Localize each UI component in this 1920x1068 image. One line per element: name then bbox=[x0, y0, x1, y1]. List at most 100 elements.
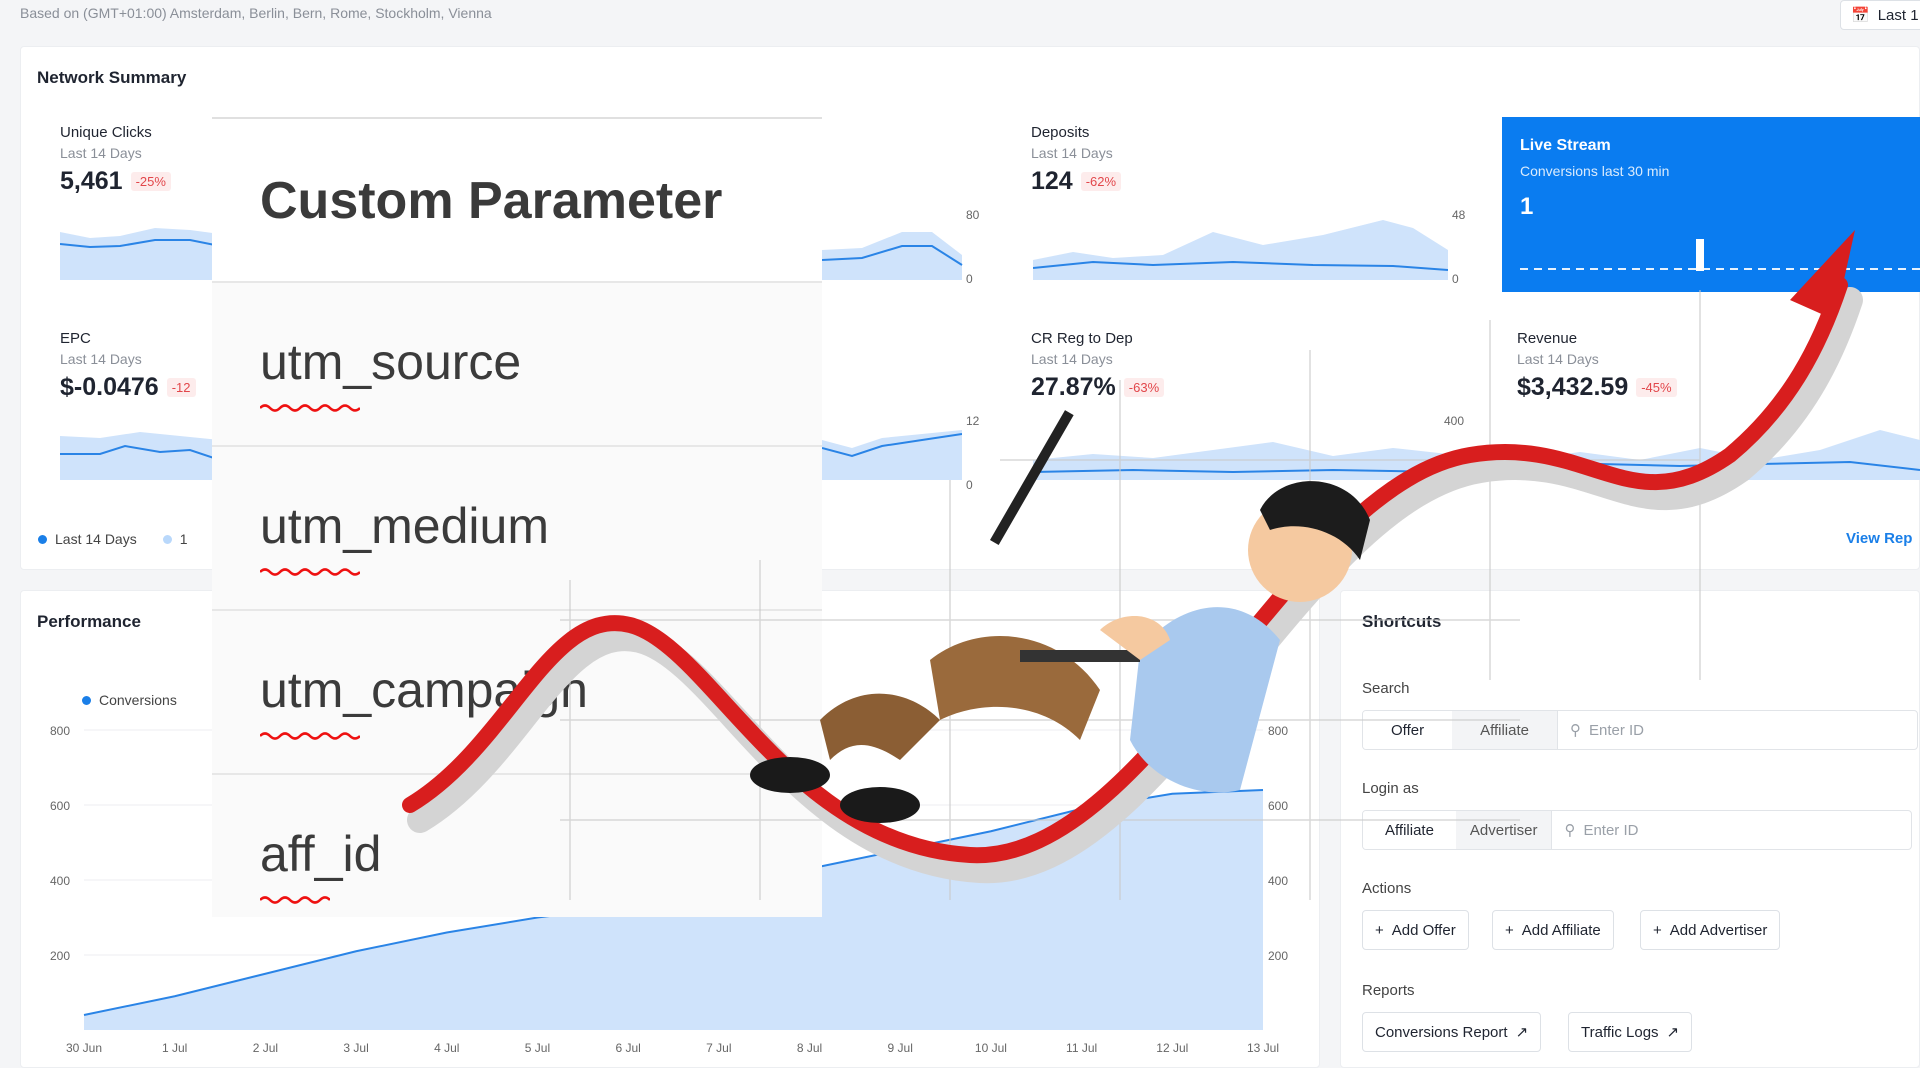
live-stream-value: 1 bbox=[1520, 193, 1534, 220]
metric-epc: EPC Last 14 Days $-0.0476 -12 bbox=[60, 330, 196, 402]
change-badge: -12 bbox=[166, 378, 196, 397]
date-range-button[interactable]: 📅 Last 1 bbox=[1840, 0, 1920, 30]
external-link-icon: ↗ bbox=[1515, 1024, 1529, 1041]
search-icon: ⚲ bbox=[1564, 822, 1576, 839]
custom-parameter-panel: Custom Parameter utm_source utm_medium u… bbox=[212, 117, 822, 917]
spark-axis-max: 80 bbox=[966, 208, 980, 222]
performance-legend: Conversions bbox=[82, 692, 177, 708]
x-tick-label: 12 Jul bbox=[1156, 1041, 1188, 1055]
param-panel-title: Custom Parameter bbox=[260, 172, 723, 230]
x-tick-label: 13 Jul bbox=[1247, 1041, 1279, 1055]
search-offer-tab[interactable]: Offer bbox=[1363, 711, 1453, 749]
search-id-input[interactable]: ⚲ Enter ID bbox=[1557, 711, 1917, 749]
plus-icon: + bbox=[1505, 921, 1514, 939]
sparkline-epc bbox=[60, 432, 220, 480]
metric-sub: Last 14 Days bbox=[60, 351, 142, 367]
x-tick-label: 30 Jun bbox=[66, 1041, 102, 1055]
spark-axis-max: 48 bbox=[1452, 208, 1466, 222]
legend-previous: 1 bbox=[179, 531, 188, 547]
y-tick: 200 bbox=[50, 949, 71, 963]
legend-conversions: Conversions bbox=[99, 692, 177, 708]
metric-value: $-0.0476 bbox=[60, 373, 159, 401]
metric-sub: Last 14 Days bbox=[60, 145, 142, 161]
network-summary-title: Network Summary bbox=[37, 68, 187, 87]
login-group: Affiliate Advertiser ⚲ Enter ID bbox=[1362, 810, 1913, 850]
metric-label: EPC bbox=[60, 330, 91, 347]
x-tick-label: 11 Jul bbox=[1066, 1041, 1097, 1055]
login-affiliate-tab[interactable]: Affiliate bbox=[1363, 811, 1456, 849]
search-label: Search bbox=[1362, 680, 1410, 697]
param-utm-campaign: utm_campaign bbox=[260, 662, 588, 718]
metric-unique-clicks: Unique Clicks Last 14 Days 5,461 -25% bbox=[60, 124, 171, 196]
sparkline-clicks bbox=[60, 228, 220, 280]
x-tick-label: 10 Jul bbox=[975, 1041, 1007, 1055]
spellcheck-squiggle bbox=[260, 732, 360, 740]
conversions-report-button[interactable]: Conversions Report ↗ bbox=[1362, 1012, 1542, 1052]
plus-icon: + bbox=[1653, 921, 1662, 939]
metric-sub: Last 14 Days bbox=[1031, 145, 1113, 161]
legend-dot bbox=[82, 695, 91, 705]
y-tick-right: 200 bbox=[1268, 949, 1289, 963]
y-tick: 600 bbox=[50, 799, 71, 813]
legend-dot bbox=[38, 534, 47, 544]
search-icon: ⚲ bbox=[1570, 722, 1581, 739]
param-row: aff_id bbox=[212, 773, 822, 917]
x-tick-label: 6 Jul bbox=[615, 1041, 640, 1055]
traffic-logs-button[interactable]: Traffic Logs ↗ bbox=[1568, 1012, 1693, 1052]
x-tick-label: 2 Jul bbox=[253, 1041, 278, 1055]
actions-label: Actions bbox=[1362, 880, 1412, 897]
summary-legend: Last 14 Days 1 bbox=[38, 531, 188, 547]
login-id-input[interactable]: ⚲ Enter ID bbox=[1551, 811, 1911, 849]
add-advertiser-button[interactable]: + Add Advertiser bbox=[1640, 910, 1781, 950]
x-tick-label: 7 Jul bbox=[706, 1041, 731, 1055]
param-utm-source: utm_source bbox=[260, 334, 522, 390]
metric-value: 124 bbox=[1031, 167, 1073, 195]
change-badge: -25% bbox=[130, 172, 171, 191]
button-label: Add Affiliate bbox=[1521, 921, 1601, 939]
param-aff-id: aff_id bbox=[260, 826, 382, 882]
button-label: Add Offer bbox=[1391, 921, 1456, 939]
metric-label: Unique Clicks bbox=[60, 124, 152, 141]
login-label: Login as bbox=[1362, 780, 1419, 797]
spellcheck-squiggle bbox=[260, 568, 360, 576]
live-stream-sub: Conversions last 30 min bbox=[1520, 163, 1670, 179]
search-affiliate-tab[interactable]: Affiliate bbox=[1452, 711, 1557, 749]
date-range-label: Last 1 bbox=[1877, 6, 1919, 24]
login-advertiser-tab[interactable]: Advertiser bbox=[1455, 811, 1552, 849]
metric-value: 5,461 bbox=[60, 167, 123, 195]
search-group: Offer Affiliate ⚲ Enter ID bbox=[1362, 710, 1918, 750]
param-header-row: Custom Parameter bbox=[212, 117, 822, 281]
sparkline-clicks-right bbox=[822, 232, 963, 280]
x-tick-label: 4 Jul bbox=[434, 1041, 459, 1055]
change-badge: -62% bbox=[1080, 172, 1122, 191]
x-tick-label: 3 Jul bbox=[343, 1041, 368, 1055]
x-tick-label: 5 Jul bbox=[525, 1041, 550, 1055]
button-label: Add Advertiser bbox=[1669, 921, 1768, 939]
param-row: utm_campaign bbox=[212, 609, 822, 773]
search-placeholder: Enter ID bbox=[1589, 721, 1645, 739]
performance-title: Performance bbox=[37, 612, 141, 631]
y-tick: 800 bbox=[50, 724, 71, 738]
login-placeholder: Enter ID bbox=[1583, 821, 1639, 839]
sparkline-deposits bbox=[1033, 220, 1448, 280]
live-stream-title: Live Stream bbox=[1520, 137, 1611, 154]
x-tick-label: 8 Jul bbox=[797, 1041, 822, 1055]
x-tick-label: 1 Jul bbox=[162, 1041, 187, 1055]
spellcheck-squiggle bbox=[260, 896, 330, 904]
spellcheck-squiggle bbox=[260, 404, 360, 412]
reports-label: Reports bbox=[1362, 982, 1415, 999]
legend-current: Last 14 Days bbox=[55, 531, 137, 547]
live-stream-chart bbox=[1520, 239, 1920, 271]
button-label: Conversions Report bbox=[1375, 1023, 1508, 1041]
button-label: Traffic Logs bbox=[1581, 1023, 1659, 1041]
metric-deposits: Deposits Last 14 Days 124 -62% bbox=[1031, 124, 1122, 196]
param-row: utm_medium bbox=[212, 445, 822, 609]
calendar-icon: 📅 bbox=[1851, 7, 1870, 24]
shortcuts-title: Shortcuts bbox=[1362, 612, 1442, 631]
add-offer-button[interactable]: + Add Offer bbox=[1362, 910, 1469, 950]
add-affiliate-button[interactable]: + Add Affiliate bbox=[1492, 910, 1614, 950]
plus-icon: + bbox=[1375, 921, 1384, 939]
timezone-note: Based on (GMT+01:00) Amsterdam, Berlin, … bbox=[20, 5, 492, 21]
legend-dot bbox=[162, 534, 172, 544]
external-link-icon: ↗ bbox=[1666, 1024, 1680, 1041]
